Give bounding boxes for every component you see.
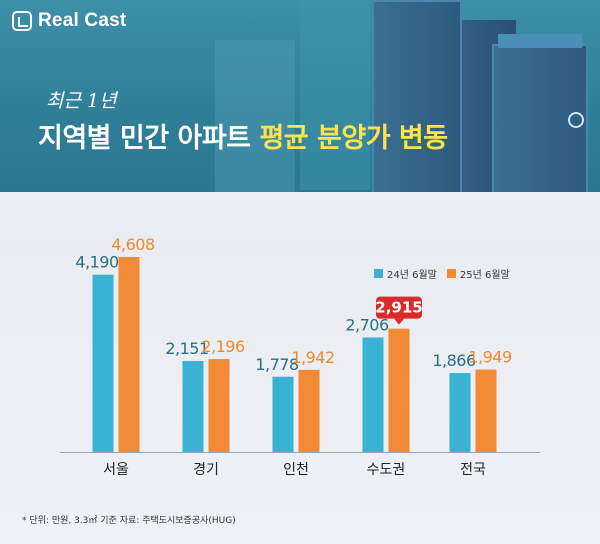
header-banner: Real Cast 최근 1년 지역별 민간 아파트 평균 분양가 변동	[0, 0, 600, 192]
category-label-4: 전국	[460, 462, 486, 478]
bar-2-2	[298, 369, 320, 452]
building-tower-left	[372, 0, 462, 192]
data-label-2-2: 1,942	[291, 348, 334, 367]
logo-text: Real Cast	[38, 10, 127, 31]
highlight-badge-pointer	[394, 318, 404, 325]
bar-2-3	[388, 328, 410, 452]
bar-2-1	[208, 359, 230, 452]
legend-item-series1: 24년 6월말	[374, 266, 437, 281]
legend-label-series1: 24년 6월말	[387, 270, 437, 281]
data-label-1-2: 1,778	[255, 355, 299, 374]
footnote: * 단위: 만원, 3.3㎡ 기준 자료: 주택도시보증공사(HUG)	[22, 516, 236, 526]
category-label-3: 수도권	[367, 462, 406, 478]
data-label-1-1: 2,151	[165, 339, 208, 358]
data-label-1-0: 4,190	[75, 253, 119, 272]
bar-1-0	[92, 274, 114, 452]
data-label-2-1: 2,196	[201, 337, 245, 356]
category-label-0: 서울	[103, 462, 129, 478]
data-label-2-3: 2,915	[375, 299, 422, 317]
legend-label-series2: 25년 6월말	[459, 270, 510, 281]
page-title: 지역별 민간 아파트 평균 분양가 변동	[38, 116, 448, 155]
legend-swatch-series2	[446, 269, 456, 278]
legend-swatch-series1	[374, 269, 383, 278]
bar-1-2	[272, 376, 294, 452]
bar-2-0	[118, 257, 140, 452]
legend: 24년 6월말 25년 6월말	[374, 266, 510, 281]
data-label-2-0: 4,608	[111, 235, 155, 254]
building-roof-right	[498, 34, 582, 48]
bar-1-3	[362, 337, 384, 452]
data-label-2-4: 1,949	[468, 348, 512, 367]
bar-1-1	[182, 360, 204, 452]
subtitle: 최근 1년	[46, 90, 117, 112]
bar-1-4	[449, 373, 471, 452]
building-back-right	[215, 40, 295, 192]
category-label-1: 경기	[193, 462, 219, 478]
category-label-2: 인천	[283, 462, 309, 478]
legend-item-series2: 25년 6월말	[446, 266, 510, 281]
bar-2-4	[475, 369, 497, 452]
building-window-circle	[568, 112, 584, 128]
data-label-1-4: 1,866	[432, 351, 476, 370]
highlight-badge	[376, 296, 422, 319]
title-white-part: 지역별 민간 아파트	[38, 123, 251, 154]
logo-icon	[12, 11, 32, 31]
logo: Real Cast	[12, 10, 126, 32]
building-back-left	[300, 0, 370, 190]
data-label-1-3: 2,706	[345, 315, 389, 334]
title-highlight-part: 평균 분양가 변동	[259, 123, 448, 154]
